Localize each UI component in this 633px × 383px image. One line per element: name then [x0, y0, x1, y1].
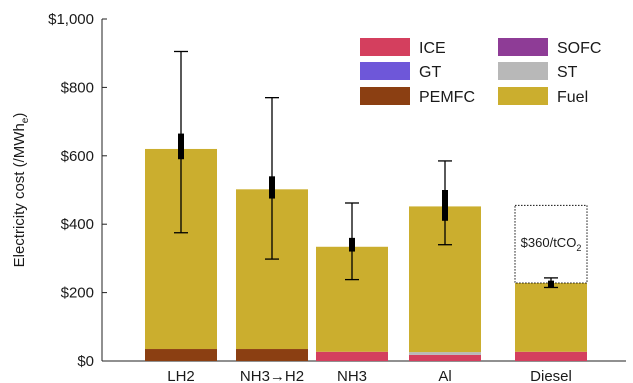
y-tick-label: $0 [77, 353, 94, 370]
y-tick-label: $800 [61, 79, 94, 96]
y-tick-label: $600 [61, 148, 94, 165]
bar-diesel-ice [515, 351, 587, 361]
error-range-al [442, 190, 448, 221]
legend-swatch-fuel [498, 87, 548, 105]
y-axis-label: Electricity cost (/MWhe) [11, 113, 31, 268]
legend-swatch-pemfc [360, 87, 410, 105]
y-axis-label-close: ) [11, 113, 28, 118]
y-tick-label: $400 [61, 216, 94, 233]
bars [145, 148, 587, 361]
x-tick-label-nh3: NH3 [337, 368, 367, 383]
bar-al-ice [409, 354, 481, 361]
x-tick-label-al: Al [438, 368, 451, 383]
legend: ICE SOFC GT ST PEMFC Fuel [360, 38, 601, 106]
legend-swatch-st [498, 62, 548, 80]
bar-lh2-pemfc [145, 349, 217, 361]
x-tick-label-nh3-h2: NH3→H2 [240, 368, 304, 383]
legend-swatch-gt [360, 62, 410, 80]
x-tick-label-lh2: LH2 [167, 368, 195, 383]
legend-label-ice: ICE [419, 40, 446, 57]
error-range-lh2 [178, 133, 184, 160]
legend-label-st: ST [557, 64, 578, 81]
legend-label-pemfc: PEMFC [419, 89, 475, 106]
y-tick-label: $200 [61, 285, 94, 302]
legend-label-fuel: Fuel [557, 89, 588, 106]
x-tick-label-diesel: Diesel [530, 368, 572, 383]
bar-al-st [409, 352, 481, 355]
bar-diesel-fuel [515, 283, 587, 352]
y-tick-label: $1,000 [48, 11, 94, 28]
bar-nh3-ice [316, 351, 388, 361]
legend-swatch-sofc [498, 38, 548, 56]
legend-swatch-ice [360, 38, 410, 56]
error-range-nh3-h2 [269, 176, 275, 199]
error-bars [174, 50, 558, 289]
annotation: $360/tCO2 [514, 204, 588, 284]
error-range-nh3 [349, 237, 355, 252]
bar-nh3-h2-pemfc [236, 349, 308, 361]
legend-label-gt: GT [419, 64, 441, 81]
y-axis-label-sub: e [20, 117, 31, 123]
legend-label-sofc: SOFC [557, 40, 601, 57]
annotation-label: $360/tCO2 [521, 235, 582, 253]
error-range-diesel [548, 280, 554, 288]
annotation-box [514, 204, 588, 284]
tick-labels: $0 $200 $400 $600 $800 $1,000 LH2 NH3→H2 NH3 Al Di… [48, 11, 572, 383]
